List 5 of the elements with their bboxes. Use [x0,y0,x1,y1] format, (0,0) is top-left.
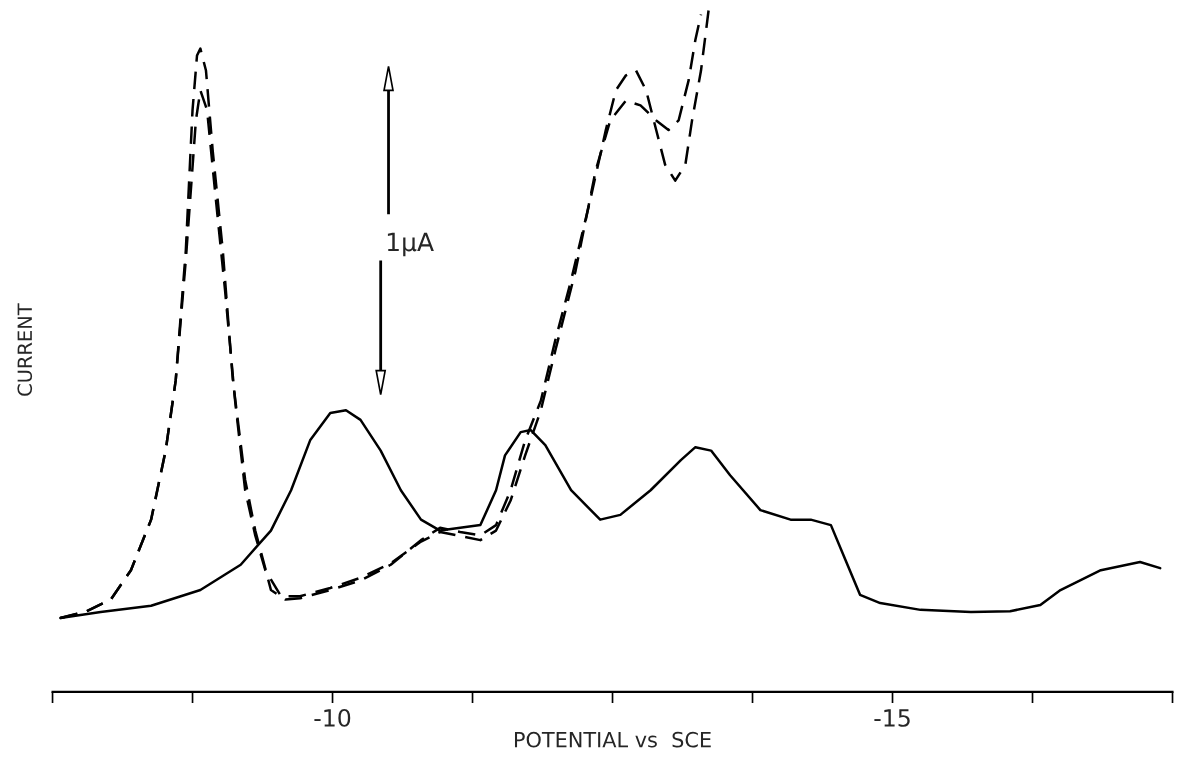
x-tick-label: -10 [314,708,351,727]
annotation: 1μA [387,232,434,257]
y-axis-title: CURRENT [17,303,33,396]
x-axis-title: POTENTIAL vs SCE [514,731,711,748]
x-tick-label: -15 [874,709,910,727]
